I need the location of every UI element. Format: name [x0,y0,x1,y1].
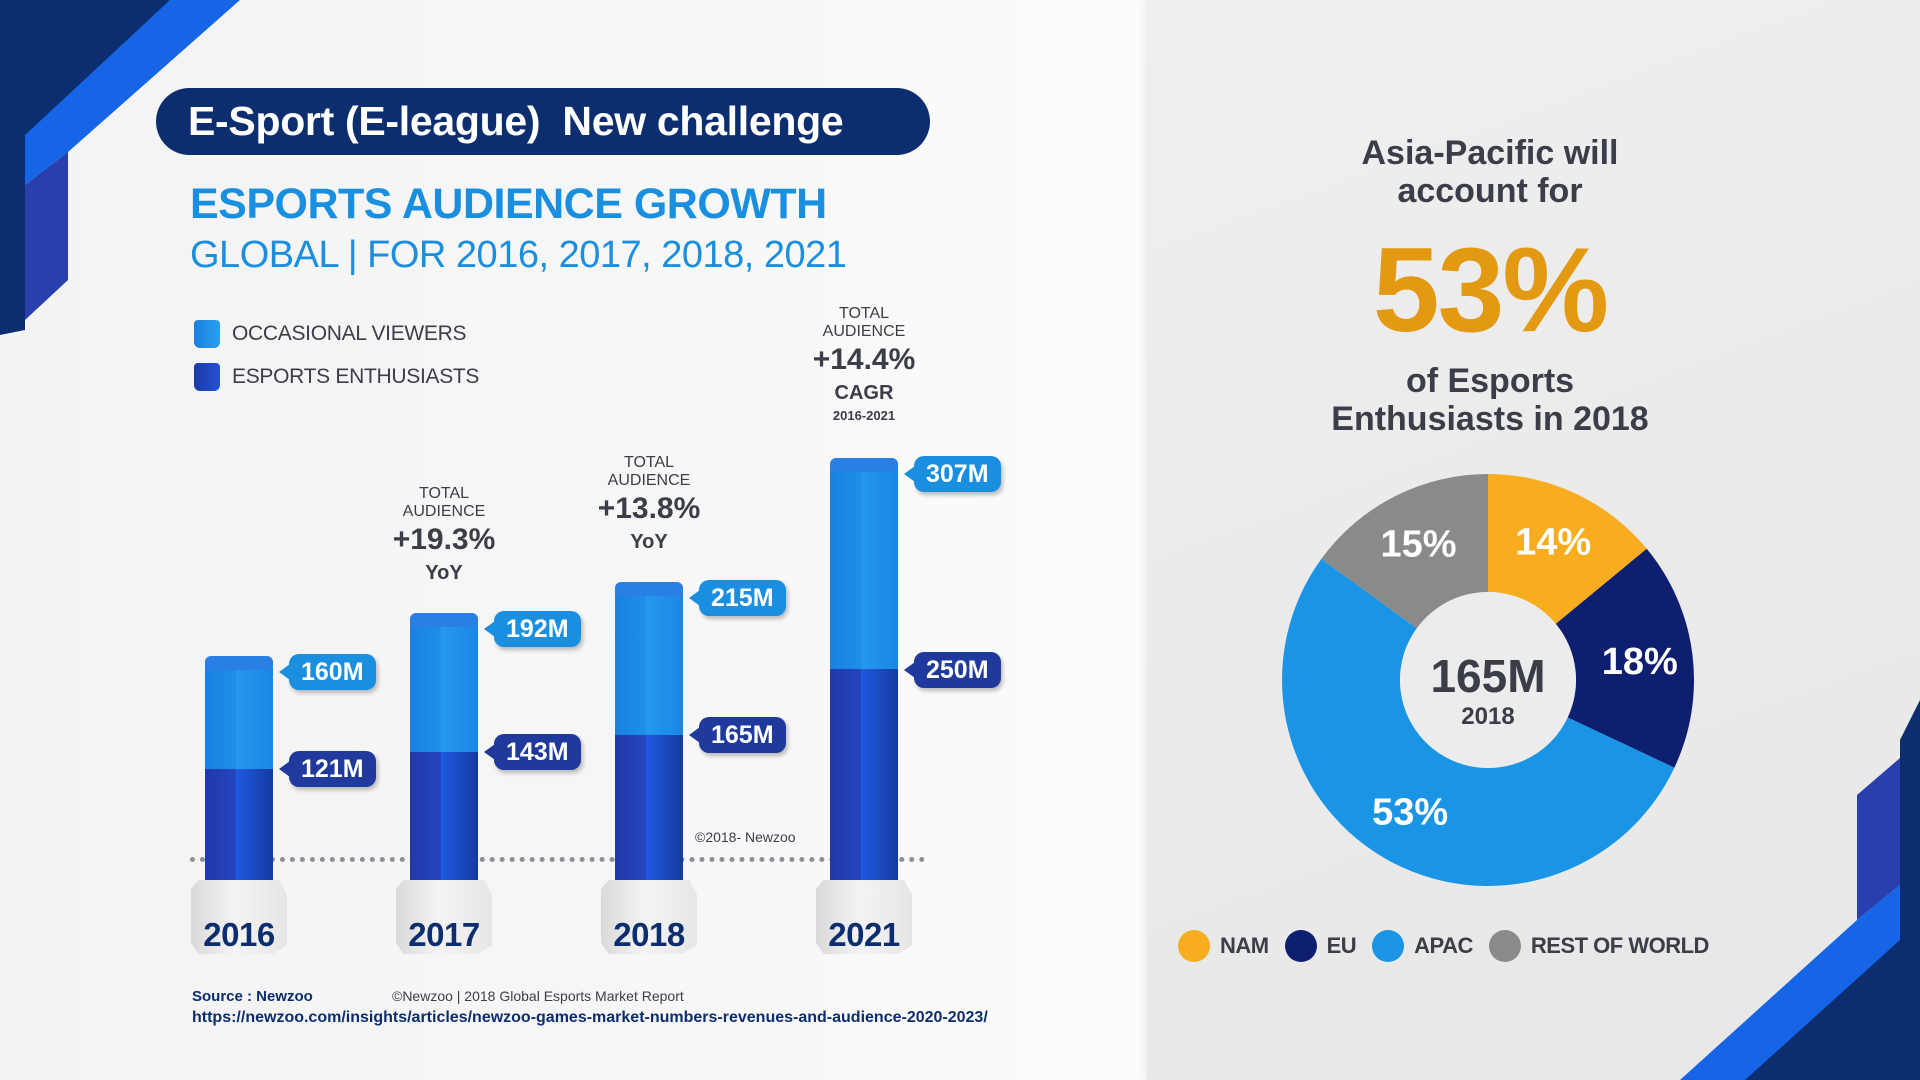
source-link[interactable]: https://newzoo.com/insights/articles/new… [192,1009,988,1026]
annotation-line: AUDIENCE [402,502,486,520]
bar-chart: 2016 160M 121M 2017 192M 143M 2018 215M 165M 2021… [191,305,1001,954]
value-callout-total: 215M [689,579,786,616]
bar-base-2017 [396,880,492,954]
annotation-note: YoY [630,530,668,553]
occasional-swatch-icon [194,319,220,348]
apac-subline: of Esports Enthusiasts in 2018 [1150,362,1830,438]
chart-subheading: GLOBAL | FOR 2016, 2017, 2018, 2021 [190,234,847,276]
bar-top-cap [615,581,683,596]
donut-center-label: 2018 [1461,703,1514,730]
annotation-line: TOTAL [623,453,675,471]
enthusiasts-swatch-icon [194,362,220,391]
donut-slice-rest-of-world [1321,474,1488,629]
bar-base-2021 [816,880,912,954]
pie-legend-label: APAC [1414,933,1473,958]
bar-top-cap [205,656,273,670]
bar-segment-occasional [615,585,683,735]
chart-copyright: ©2018- Newzoo [695,829,796,845]
year-label: 2017 [408,916,480,953]
bar-segment-occasional [410,616,478,752]
annotation-value: +13.8% [597,491,701,525]
legend-label: OCCASIONAL VIEWERS [232,321,467,345]
bar-segment-enthusiasts [830,669,898,888]
annotation-note: CAGR [834,381,894,404]
legend-dot-icon [1488,930,1521,962]
pie-legend-item-apac: APAC [1372,930,1473,962]
value-callout-enthusiasts: 250M [904,651,1001,688]
report-label: ©Newzoo | 2018 Global Esports Market Rep… [392,988,684,1004]
bar-base-2018 [601,880,697,954]
pie-legend-label: REST OF WORLD [1530,933,1710,958]
pie-legend-item-nam: NAM [1178,930,1269,962]
apac-headline-line: Asia-Pacific will [1361,134,1619,172]
donut-hole [1400,592,1576,768]
donut-slice-label: 14% [1515,522,1591,564]
growth-annotation-2018: TOTAL AUDIENCE +13.8% YoY [564,454,734,556]
legend-dot-icon [1372,930,1405,962]
annotation-line: TOTAL [418,484,470,502]
annotation-value: +19.3% [392,522,496,556]
growth-annotation-2021: TOTAL AUDIENCE +14.4% CAGR 2016-2021 [779,305,949,425]
value-callout-total: 192M [484,610,581,647]
growth-annotation-2017: TOTAL AUDIENCE +19.3% YoY [359,485,529,587]
pie-legend-item-rest-of-world: REST OF WORLD [1488,930,1710,962]
pie-legend-label: NAM [1220,933,1269,958]
apac-subline-line: Enthusiasts in 2018 [1331,400,1649,438]
bar-top-cap [410,612,478,627]
donut-center-value: 165M [1430,650,1545,702]
bar-base-2016 [191,880,287,954]
legend-dot-icon [1178,930,1210,962]
value-callout-enthusiasts: 165M [689,716,786,753]
year-label: 2021 [828,916,900,953]
legend-item-occasional: OCCASIONAL VIEWERS [194,312,479,355]
year-label: 2016 [203,916,275,953]
pie-legend-label: EU [1326,933,1357,958]
donut-slice-label: 15% [1381,524,1457,566]
apac-subline-line: of Esports [1405,362,1575,400]
pie-legend: NAM EU APAC REST OF WORLD [1178,930,1725,962]
annotation-line: TOTAL [838,304,890,322]
donut-slice-eu [1555,548,1694,768]
bar-segment-enthusiasts [615,734,683,888]
bar-2018 [615,581,683,888]
year-label: 2018 [613,916,685,953]
legend-dot-icon [1284,930,1317,962]
annotation-line: AUDIENCE [822,322,906,340]
donut-slice-nam [1488,474,1647,624]
value-callout-enthusiasts: 143M [484,733,581,770]
bar-2021 [830,457,898,888]
apac-big-value: 53% [1372,223,1609,357]
value-callout-total: 160M [279,654,376,690]
donut-slice-label: 18% [1602,641,1678,683]
legend-label: ESPORTS ENTHUSIASTS [232,364,480,388]
source-label: Source : Newzoo [192,988,313,1005]
annotation-line: AUDIENCE [607,471,691,489]
apac-headline: Asia-Pacific will account for [1150,134,1830,210]
bar-legend: OCCASIONAL VIEWERS ESPORTS ENTHUSIASTS [194,312,479,398]
bar-segment-enthusiasts [410,751,478,888]
title-pill: E-Sport (E-league) New challenge [156,88,930,155]
baseline-dotted-line [190,857,925,862]
bar-2017 [410,612,478,888]
annotation-years: 2016-2021 [832,407,896,423]
value-callout-total: 307M [904,455,1001,492]
bar-segment-occasional [205,660,273,769]
bar-top-cap [830,457,898,472]
annotation-value: +14.4% [812,342,916,376]
donut-slice-apac [1282,558,1675,886]
bar-2016 [205,656,273,888]
bar-segment-occasional [830,461,898,670]
value-callout-enthusiasts: 121M [279,750,376,787]
bar-segment-enthusiasts [205,768,273,888]
apac-headline-line: account for [1397,172,1583,210]
pie-legend-item-eu: EU [1284,930,1357,962]
legend-item-enthusiasts: ESPORTS ENTHUSIASTS [194,355,479,398]
donut-slice-label: 53% [1372,792,1448,834]
annotation-note: YoY [425,561,463,584]
chart-heading: ESPORTS AUDIENCE GROWTH [190,180,827,228]
